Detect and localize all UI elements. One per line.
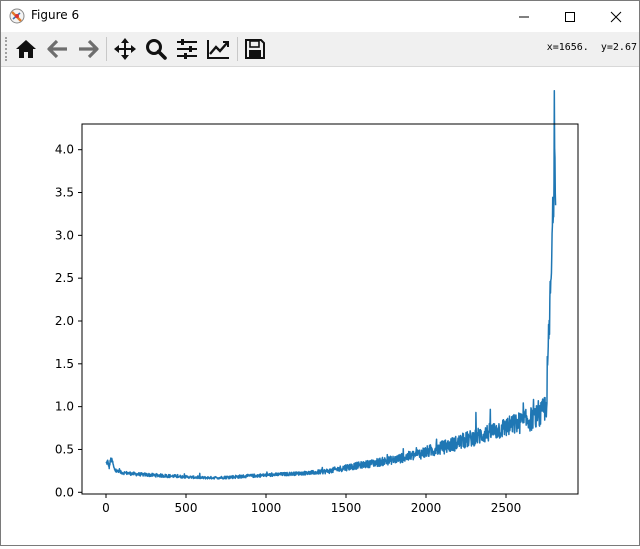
configure-subplots-button[interactable]	[173, 35, 201, 63]
x-tick-label: 2000	[411, 501, 442, 515]
y-tick-label: 1.0	[55, 400, 74, 414]
toolbar-separator	[237, 37, 238, 61]
x-tick-label: 0	[102, 501, 110, 515]
y-tick-label: 0.0	[55, 485, 74, 499]
maximize-button[interactable]	[547, 1, 593, 32]
x-tick-label: 1000	[251, 501, 282, 515]
arrow-right-icon	[79, 39, 99, 59]
sliders-icon	[177, 39, 197, 59]
edit-axis-button[interactable]	[204, 35, 232, 63]
move-icon	[114, 38, 136, 60]
y-tick-label: 2.0	[55, 314, 74, 328]
back-button[interactable]	[44, 35, 72, 63]
line-chart-icon	[207, 40, 229, 59]
x-tick-label: 1500	[331, 501, 362, 515]
x-tick-label: 500	[175, 501, 198, 515]
maximize-icon	[565, 11, 575, 22]
forward-button[interactable]	[74, 35, 102, 63]
home-icon	[16, 40, 36, 58]
zoom-button[interactable]	[142, 35, 170, 63]
y-tick-label: 4.0	[55, 143, 74, 157]
series-line	[105, 90, 557, 480]
line-chart[interactable]: 0 500 1000 1500 2000 2500 0.0 0.5 1.0 1.5 2.0 2.5 3.…	[1, 67, 639, 545]
pan-button[interactable]	[111, 35, 139, 63]
window-title: Figure 6	[31, 8, 80, 22]
minimize-button[interactable]	[501, 1, 547, 32]
close-icon	[610, 11, 622, 22]
y-tick-label: 2.5	[55, 271, 74, 285]
app-icon	[9, 8, 25, 24]
title-bar[interactable]: Figure 6	[1, 1, 639, 32]
close-button[interactable]	[593, 1, 639, 32]
arrow-left-icon	[47, 39, 67, 59]
x-tick-label: 2500	[491, 501, 522, 515]
y-tick-label: 3.5	[55, 186, 74, 200]
y-tick-label: 1.5	[55, 357, 74, 371]
zoom-icon	[146, 39, 167, 60]
navigation-toolbar: x=1656. y=2.67	[1, 32, 639, 67]
y-tick-label: 3.0	[55, 228, 74, 242]
minimize-icon	[519, 16, 529, 17]
save-icon	[245, 39, 265, 59]
cursor-coordinates: x=1656. y=2.67	[546, 42, 637, 53]
y-tick-label: 0.5	[55, 442, 74, 456]
save-button[interactable]	[241, 35, 269, 63]
toolbar-separator	[106, 37, 107, 61]
home-button[interactable]	[12, 35, 40, 63]
toolbar-grip[interactable]	[5, 37, 10, 61]
figure-canvas[interactable]: 0 500 1000 1500 2000 2500 0.0 0.5 1.0 1.5 2.0 2.5 3.…	[1, 67, 639, 545]
axes-frame	[81, 123, 579, 495]
